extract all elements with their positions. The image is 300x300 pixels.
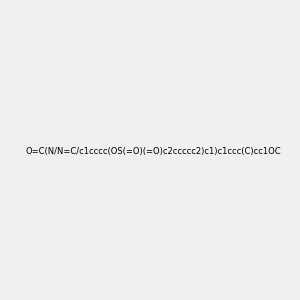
Text: O=C(N/N=C/c1cccc(OS(=O)(=O)c2ccccc2)c1)c1ccc(C)cc1OC: O=C(N/N=C/c1cccc(OS(=O)(=O)c2ccccc2)c1)c…	[26, 147, 282, 156]
